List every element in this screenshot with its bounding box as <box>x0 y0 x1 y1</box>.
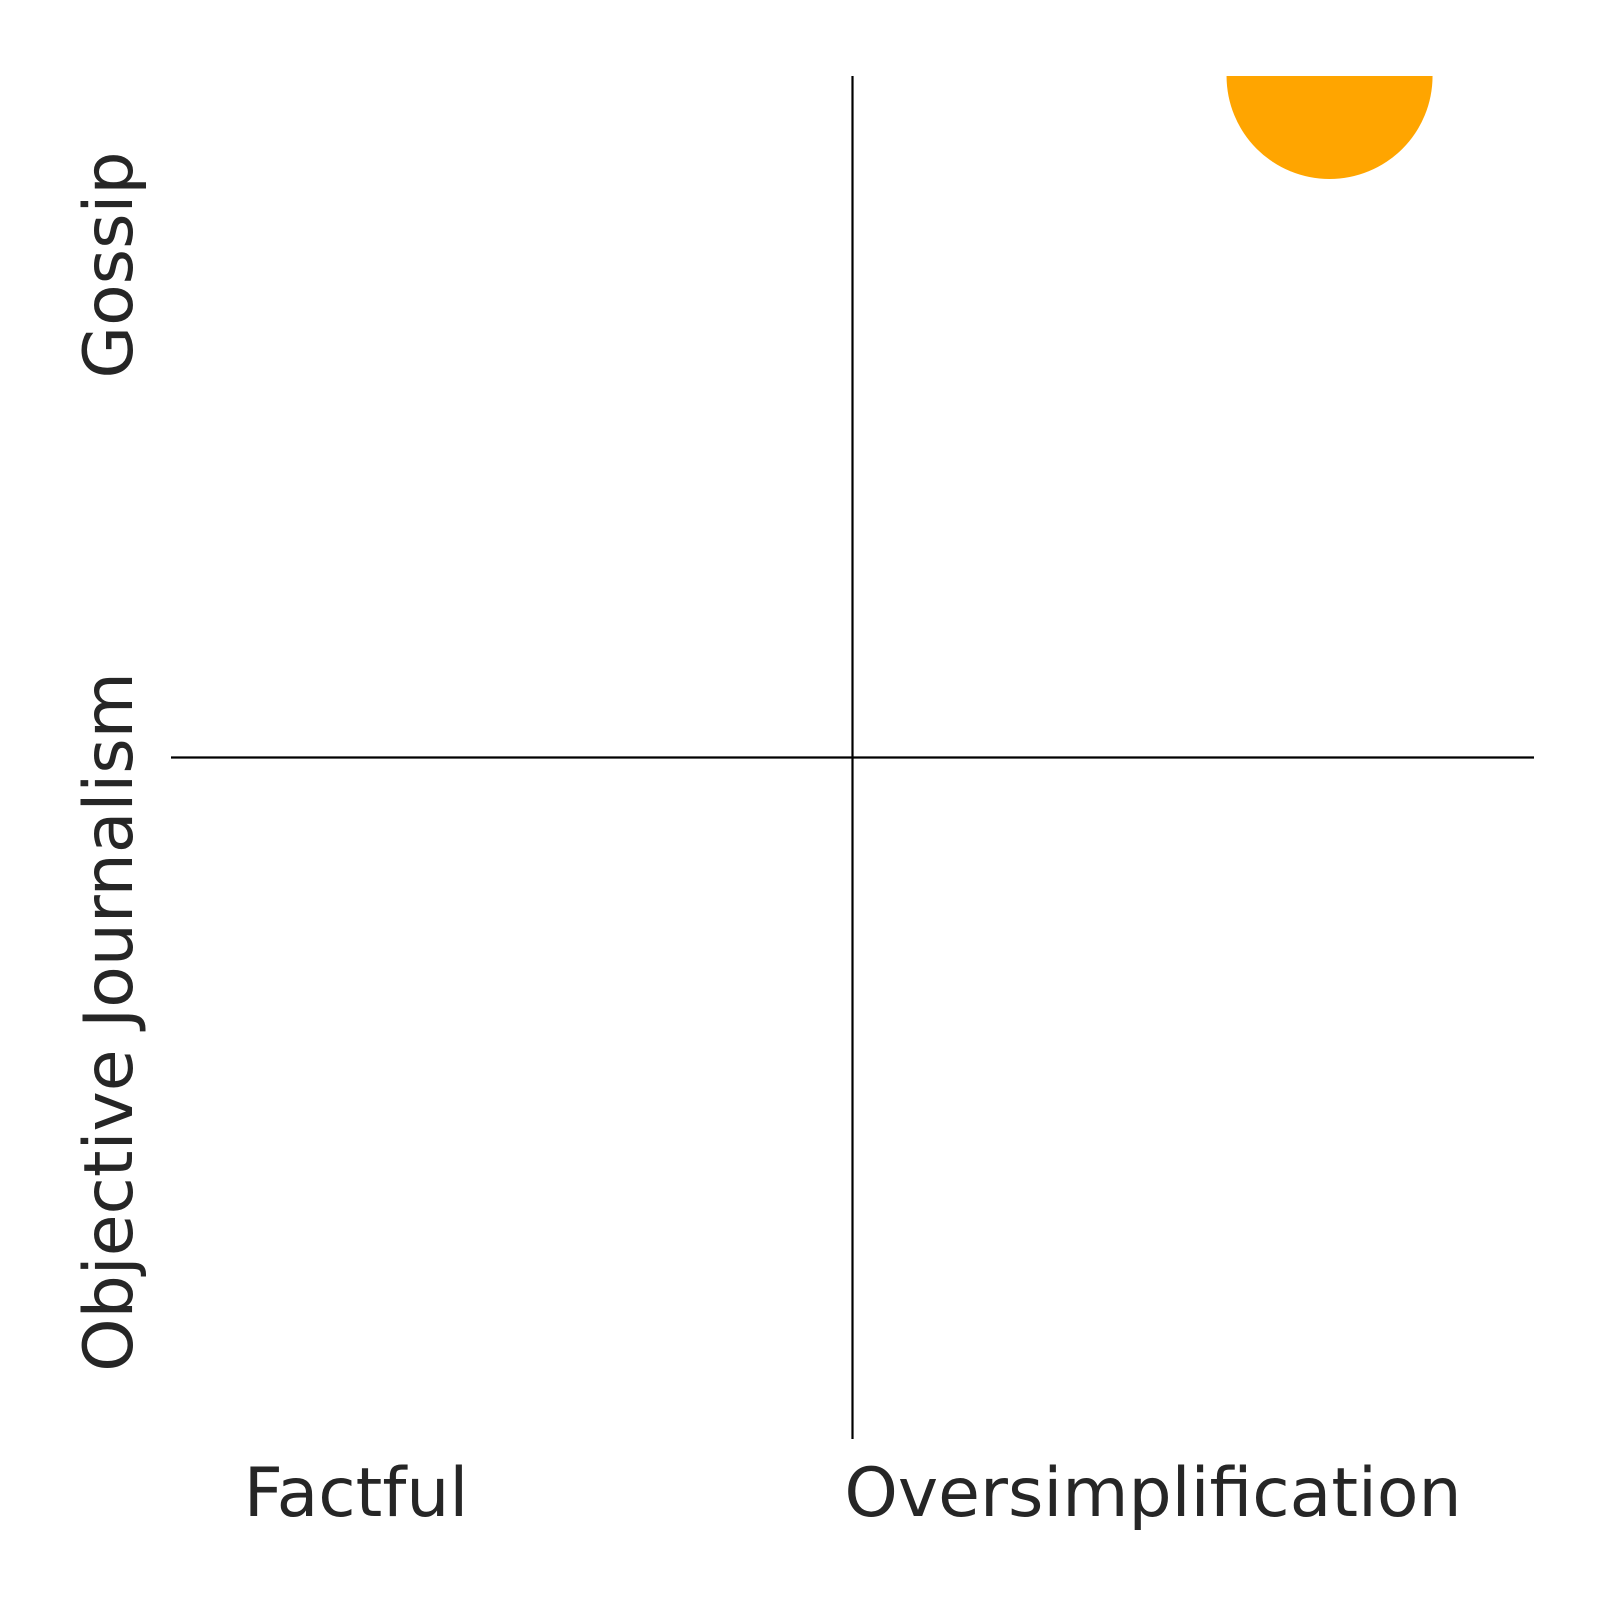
x-high-label: Oversimplification <box>844 1454 1461 1533</box>
y-low-label: Objective Journalism <box>70 672 149 1372</box>
data-point-1 <box>1226 76 1433 179</box>
y-high-label: Gossip <box>70 151 149 378</box>
plot-area <box>1226 76 1433 179</box>
x-low-label: Factful <box>244 1454 469 1533</box>
points-layer <box>1226 76 1433 179</box>
